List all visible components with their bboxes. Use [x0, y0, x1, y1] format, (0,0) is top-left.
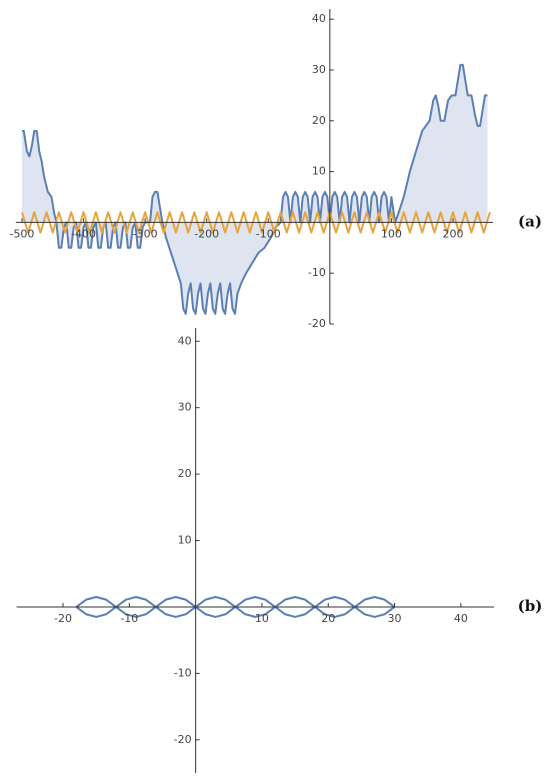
- panel-label: (b): [518, 597, 543, 615]
- y-tick-label: 40: [178, 334, 192, 347]
- y-tick-label: 10: [312, 165, 326, 178]
- panel-label: (a): [518, 212, 542, 230]
- y-tick-label: 40: [312, 12, 326, 25]
- y-tick-label: 20: [312, 114, 326, 127]
- line: [21, 211, 491, 234]
- x-tick-label: 20: [321, 612, 335, 625]
- y-tick-label: 30: [178, 401, 192, 414]
- x-tick-label: -500: [9, 227, 34, 240]
- x-tick-label: -20: [54, 612, 72, 625]
- x-tick-label: -10: [120, 612, 138, 625]
- y-tick-label: 30: [312, 63, 326, 76]
- x-tick-label: 30: [388, 612, 402, 625]
- y-tick-label: -10: [174, 666, 192, 679]
- x-tick-label: -200: [194, 227, 219, 240]
- x-tick-label: 100: [381, 227, 402, 240]
- y-tick-label: -10: [308, 266, 326, 279]
- area: [21, 64, 488, 314]
- x-tick-label: 200: [442, 227, 463, 240]
- y-tick-label: -20: [308, 317, 326, 330]
- x-tick-label: -100: [256, 227, 281, 240]
- y-tick-label: 20: [178, 467, 192, 480]
- x-tick-label: -400: [71, 227, 96, 240]
- x-tick-label: 10: [255, 612, 269, 625]
- y-tick-label: 10: [178, 534, 192, 547]
- line: [21, 63, 488, 315]
- x-tick-label: -300: [133, 227, 158, 240]
- y-tick-label: -20: [174, 733, 192, 746]
- x-tick-label: 40: [454, 612, 468, 625]
